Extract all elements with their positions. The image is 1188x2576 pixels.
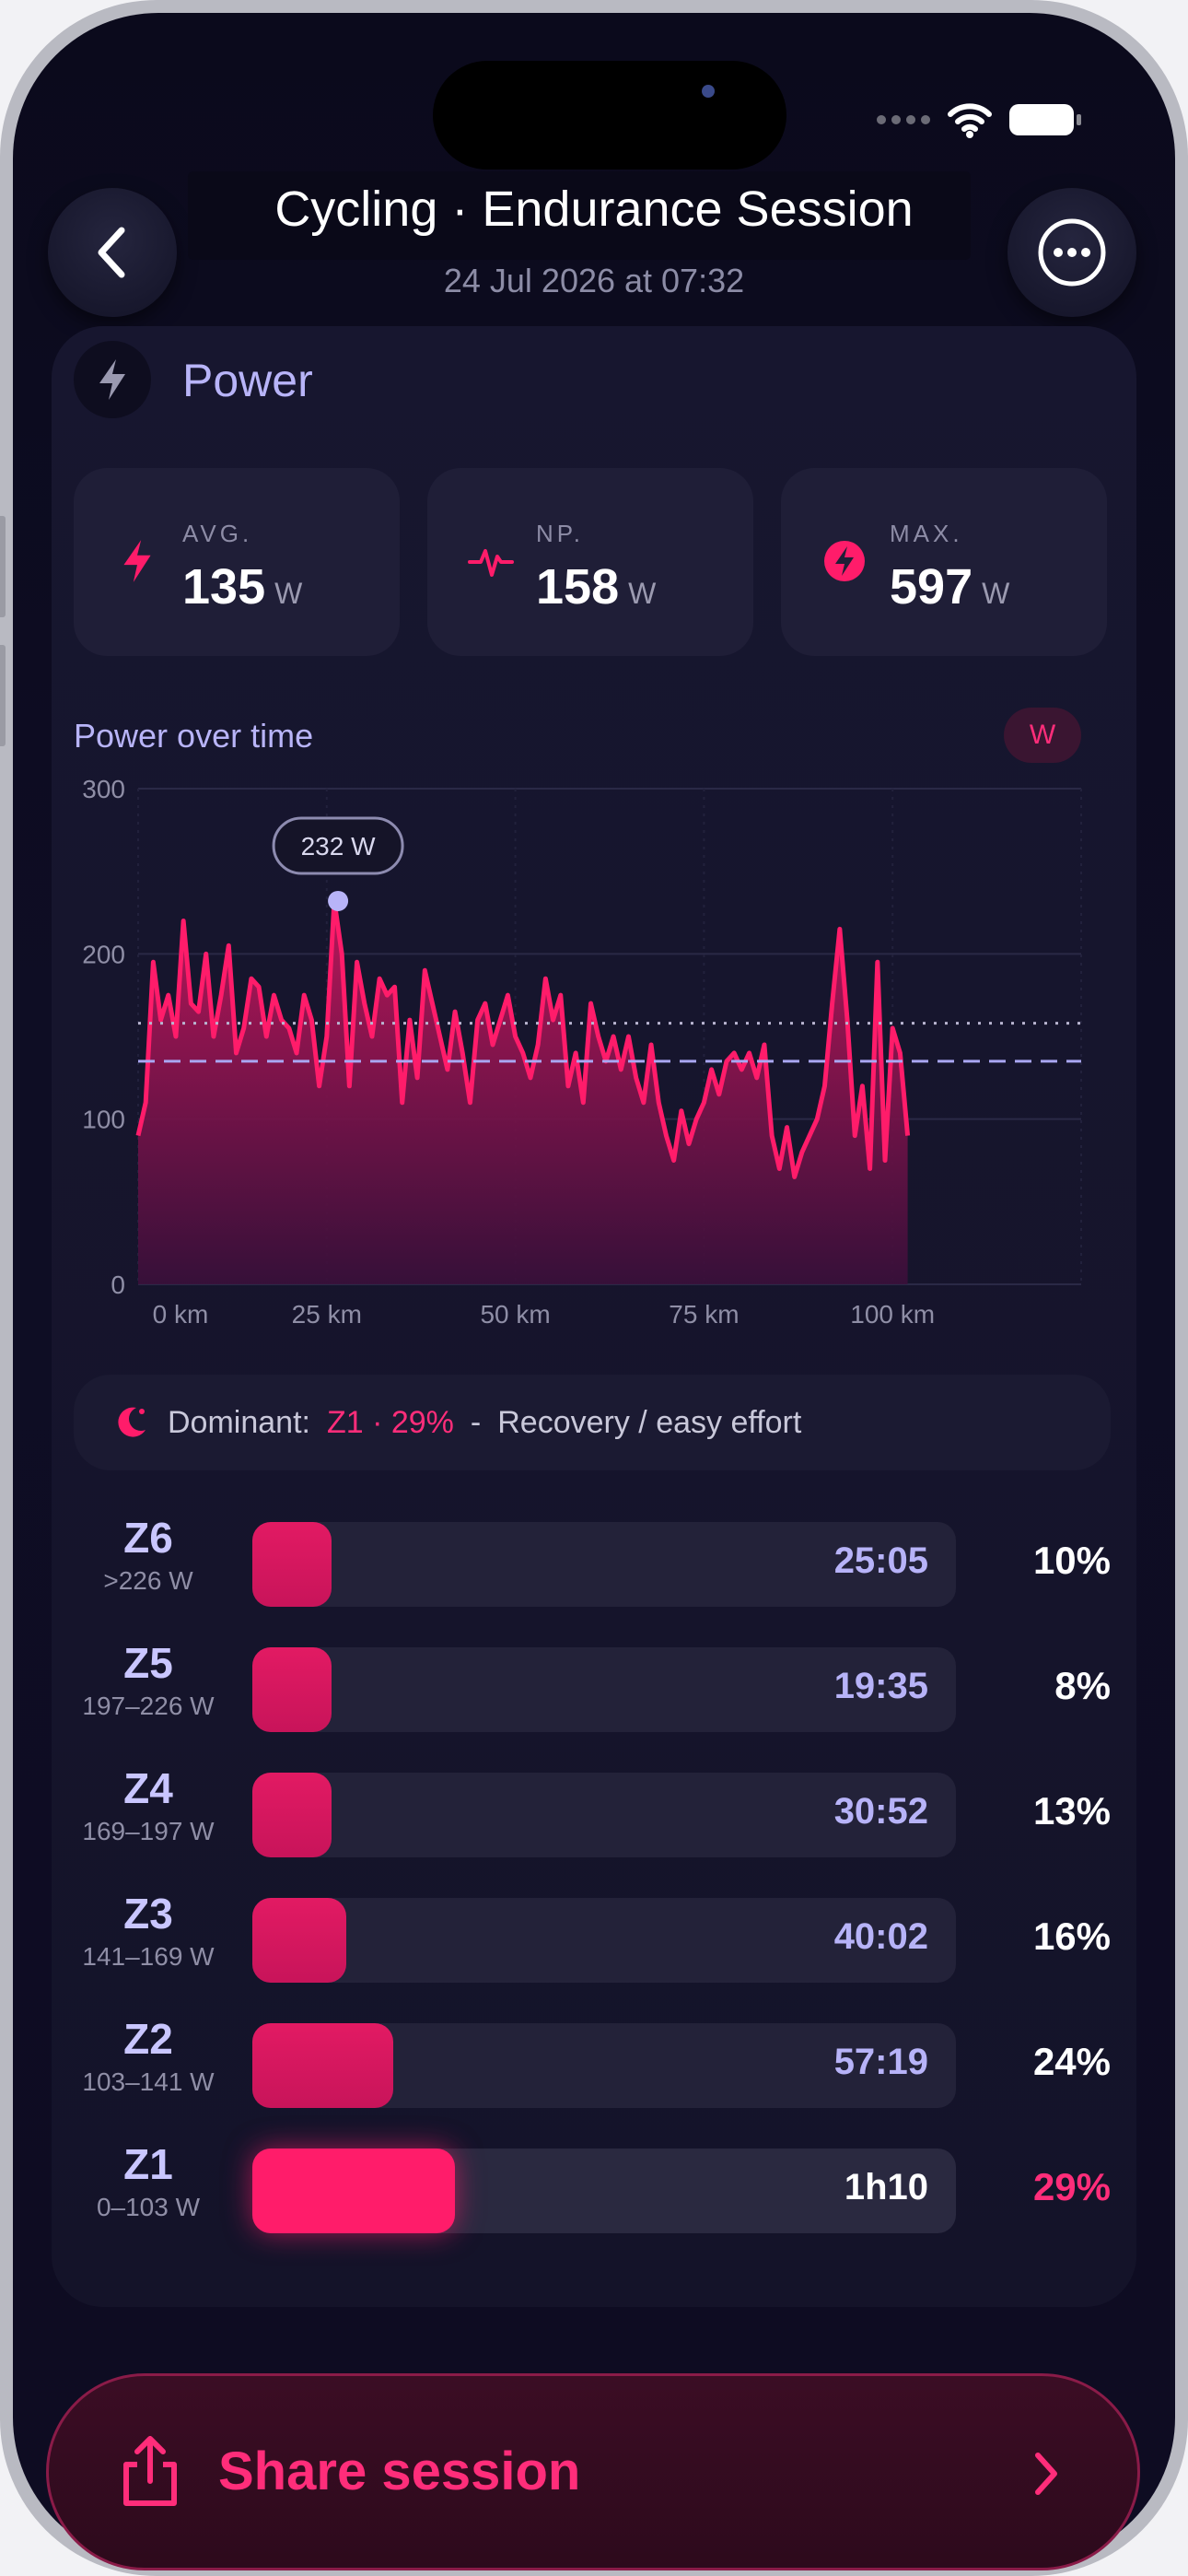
stat-label: AVG. <box>182 520 253 547</box>
dominant-separator: - <box>470 1404 482 1440</box>
zone-time: 57:19 <box>833 2042 928 2082</box>
volume-up-button <box>0 516 6 617</box>
stat-max: MAX. 597 W <box>781 468 1107 656</box>
zone-percent: 24% <box>1032 2040 1111 2083</box>
title-backdrop <box>188 171 971 260</box>
zone-bar-track: 30:52 <box>252 1773 956 1857</box>
page-title: Cycling · Endurance Session <box>274 181 914 237</box>
zone-row[interactable]: Z2 103–141 W 57:19 24% <box>52 2015 1136 2115</box>
zone-name: Z3 <box>123 1890 173 1938</box>
zone-row[interactable]: Z1 0–103 W 1h10 29% <box>52 2140 1136 2241</box>
zone-bar-fill <box>252 1898 346 1983</box>
zone-time: 40:02 <box>833 1916 928 1957</box>
zone-bar-track: 57:19 <box>252 2023 956 2108</box>
share-session-button[interactable]: Share session <box>46 2373 1140 2570</box>
zone-range: 0–103 W <box>96 2193 201 2221</box>
zone-bar-fill <box>252 1773 332 1857</box>
zone-range: 141–169 W <box>82 1942 215 1971</box>
bolt-circle-icon <box>824 541 865 581</box>
x-tick-label: 75 km <box>669 1300 739 1329</box>
zone-name: Z6 <box>123 1514 173 1562</box>
unit-toggle[interactable]: W <box>1004 708 1081 763</box>
zone-bar-track: 1h10 <box>252 2149 956 2233</box>
peak-label-pill <box>272 816 404 875</box>
zone-name: Z4 <box>123 1764 173 1812</box>
zone-name: Z1 <box>123 2140 173 2188</box>
zone-percent: 29% <box>1032 2165 1111 2208</box>
x-tick-label: 50 km <box>480 1300 550 1329</box>
zone-range: >226 W <box>103 1566 193 1595</box>
peak-label: 232 W <box>301 832 376 861</box>
chevron-right-icon <box>1035 2453 1057 2495</box>
zone-time: 25:05 <box>833 1540 928 1581</box>
zone-bar-track: 40:02 <box>252 1898 956 1983</box>
moon-icon <box>118 1407 146 1437</box>
wifi-icon <box>948 103 992 138</box>
zone-percent: 16% <box>1032 1914 1111 1958</box>
y-tick-label: 300 <box>82 775 125 803</box>
x-tick-label: 25 km <box>292 1300 362 1329</box>
volume-down-button <box>0 645 6 746</box>
zone-row[interactable]: Z3 141–169 W 40:02 16% <box>52 1890 1136 1990</box>
zone-range: 197–226 W <box>82 1692 215 1720</box>
more-button[interactable] <box>1007 188 1136 317</box>
stat-value: 158 W <box>536 559 657 615</box>
zone-bar-track: 25:05 <box>252 1522 956 1607</box>
zone-bar-fill <box>252 2149 455 2233</box>
dynamic-island <box>433 61 786 170</box>
stat-np: NP. 158 W <box>427 468 753 656</box>
zone-percent: 13% <box>1032 1789 1111 1832</box>
stat-value: 597 W <box>890 559 1010 615</box>
zone-name: Z5 <box>123 1639 173 1687</box>
dominant-label: Dominant: <box>168 1404 310 1440</box>
pulse-icon <box>468 549 514 577</box>
zone-bar-fill <box>252 1522 332 1607</box>
y-tick-label: 100 <box>82 1106 125 1134</box>
session-date: 24 Jul 2026 at 07:32 <box>443 262 745 299</box>
back-button[interactable] <box>48 188 177 317</box>
power-line <box>135 898 911 1179</box>
zone-bar-fill <box>252 1647 332 1732</box>
stat-label: NP. <box>536 520 584 547</box>
stat-value: 135 W <box>182 559 303 615</box>
bolt-icon <box>74 341 151 418</box>
power-chart: 0 100 200 300 0 km 25 km 50 km 75 km 100 km 232 … <box>82 775 1082 1329</box>
chevron-left-icon <box>98 227 125 278</box>
zone-time: 1h10 <box>844 2167 928 2207</box>
zone-time: 19:35 <box>833 1666 928 1706</box>
zone-row[interactable]: Z5 197–226 W 19:35 8% <box>52 1639 1136 1739</box>
zone-row[interactable]: Z4 169–197 W 30:52 13% <box>52 1764 1136 1865</box>
section-title-power: Power <box>182 355 313 406</box>
ellipsis-icon <box>1038 218 1106 287</box>
dominant-description: Recovery / easy effort <box>497 1404 802 1440</box>
zone-name: Z2 <box>123 2015 173 2063</box>
x-tick-label: 100 km <box>850 1300 935 1329</box>
power-area-fill <box>138 900 908 1284</box>
dominant-zone-banner: Dominant: Z1 · 29% - Recovery / easy eff… <box>74 1375 1111 1470</box>
y-tick-label: 0 <box>111 1270 125 1299</box>
zone-time: 30:52 <box>833 1791 928 1832</box>
share-label: Share session <box>218 2441 581 2501</box>
stat-avg: AVG. 135 W <box>74 468 400 656</box>
share-icon <box>123 2436 177 2506</box>
chart-title: Power over time <box>74 717 314 755</box>
status-bar <box>877 101 1081 138</box>
zone-percent: 10% <box>1032 1539 1111 1582</box>
stat-label: MAX. <box>890 520 963 547</box>
signal-icon <box>877 115 930 124</box>
dominant-zone: Z1 · 29% <box>326 1404 454 1440</box>
battery-icon <box>1009 104 1081 135</box>
zone-bar-track: 19:35 <box>252 1647 956 1732</box>
zone-bar-fill <box>252 2023 393 2108</box>
peak-marker <box>328 890 349 911</box>
zone-percent: 8% <box>1054 1664 1111 1707</box>
y-tick-label: 200 <box>82 940 125 968</box>
x-tick-label: 0 km <box>153 1300 209 1329</box>
zone-row[interactable]: Z6 >226 W 25:05 10% <box>52 1514 1136 1614</box>
bolt-icon <box>123 540 151 582</box>
zone-range: 169–197 W <box>82 1817 215 1845</box>
zone-range: 103–141 W <box>82 2067 215 2096</box>
